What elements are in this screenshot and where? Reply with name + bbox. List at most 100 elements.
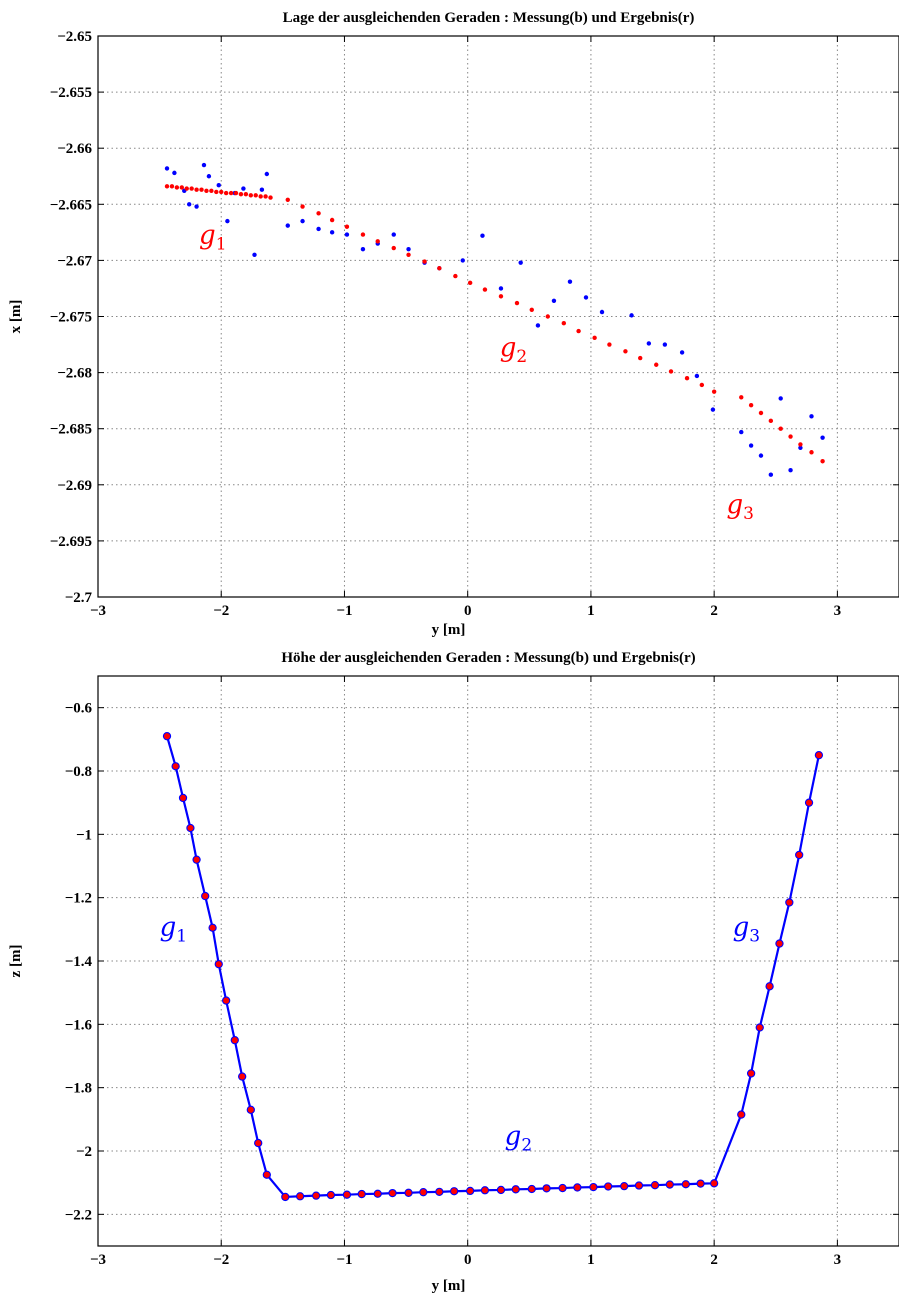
x-tick-label: −2 [213, 1252, 229, 1268]
data-point [551, 298, 557, 303]
data-point [460, 258, 465, 263]
x-tick-label: 2 [710, 603, 718, 619]
data-point [214, 189, 219, 195]
data-point [238, 1072, 247, 1081]
x-tick-label: −2 [213, 603, 229, 619]
data-point [466, 1186, 475, 1196]
data-point [285, 197, 290, 203]
data-point [758, 453, 764, 458]
data-point [739, 395, 744, 400]
data-point [620, 1182, 629, 1191]
y-axis-label: x [m] [8, 300, 24, 334]
y-tick-label: −2.675 [50, 310, 92, 326]
data-point [646, 341, 652, 346]
data-point [604, 1182, 613, 1191]
y-tick-label: −2.69 [57, 478, 92, 494]
data-point [511, 1185, 520, 1194]
y-tick-label: −1 [76, 827, 92, 843]
data-point [189, 186, 194, 191]
data-point [748, 402, 754, 408]
data-point [529, 307, 534, 312]
data-point [768, 418, 774, 424]
y-tick-label: −1.6 [65, 1017, 93, 1033]
data-point [406, 246, 411, 252]
y-tick-label: −2.685 [50, 422, 92, 438]
data-point [206, 174, 212, 179]
y-tick-label: −2.68 [57, 366, 92, 382]
data-point [482, 287, 488, 292]
data-point [342, 1190, 352, 1199]
x-tick-label: −3 [90, 603, 106, 619]
y-tick-label: −2.655 [50, 85, 92, 101]
data-point [233, 190, 239, 196]
data-point [527, 1184, 536, 1194]
data-point [253, 193, 258, 198]
x-tick-label: 1 [587, 603, 595, 619]
data-point [164, 184, 170, 189]
data-point [449, 1187, 459, 1196]
data-point [248, 193, 254, 198]
y-tick-label: −2.65 [57, 29, 92, 45]
x-tick-label: 2 [710, 1252, 718, 1268]
data-point [172, 170, 177, 176]
data-point [437, 266, 442, 271]
data-point [241, 186, 246, 191]
data-point [344, 232, 350, 237]
data-point [775, 939, 784, 948]
data-point [758, 410, 764, 416]
data-point [567, 279, 573, 284]
data-point [737, 1110, 746, 1119]
data-point [662, 342, 668, 347]
x-tick-label: −1 [336, 1252, 352, 1268]
data-point [694, 373, 700, 379]
data-point [357, 1189, 366, 1199]
y-tick-label: −0.6 [65, 701, 93, 717]
data-point [498, 294, 504, 299]
y-tick-label: −2.695 [50, 534, 92, 550]
data-point [710, 407, 716, 412]
data-point [208, 923, 217, 932]
data-point [607, 342, 612, 347]
data-point [798, 442, 803, 447]
data-point [295, 1192, 305, 1201]
data-point [576, 328, 581, 334]
data-point [623, 349, 628, 354]
data-point [246, 1105, 255, 1114]
data-point [388, 1188, 397, 1198]
data-point [186, 202, 192, 207]
x-tick-label: −3 [90, 1252, 106, 1268]
x-tick-label: 1 [587, 1252, 595, 1268]
data-point [186, 823, 195, 833]
data-point [230, 1036, 239, 1045]
data-point [238, 192, 244, 197]
data-point [243, 192, 249, 197]
data-point [204, 188, 209, 194]
data-point [222, 996, 231, 1005]
chart-title: Lage der ausgleichenden Geraden : Messun… [283, 10, 695, 26]
data-point [263, 194, 268, 199]
data-point [778, 396, 783, 401]
data-point [360, 246, 366, 252]
x-tick-label: 3 [834, 603, 842, 619]
data-point [259, 187, 265, 192]
data-point [201, 162, 207, 168]
data-point [201, 891, 210, 901]
data-point [599, 309, 605, 315]
data-layer [164, 162, 825, 477]
data-point [798, 445, 803, 450]
data-point [778, 426, 783, 431]
x-tick-label: 0 [464, 1252, 472, 1268]
data-point [194, 187, 199, 192]
data-point [264, 171, 270, 177]
data-point [804, 798, 814, 807]
data-point [360, 232, 366, 237]
data-point [748, 443, 754, 448]
data-point [638, 355, 643, 361]
data-point [498, 286, 504, 291]
segment-label: g2 [500, 333, 527, 367]
data-point [561, 321, 567, 326]
data-point [419, 1188, 428, 1197]
data-point [216, 183, 221, 188]
segment-label: g3 [733, 913, 760, 947]
data-point [252, 252, 257, 257]
